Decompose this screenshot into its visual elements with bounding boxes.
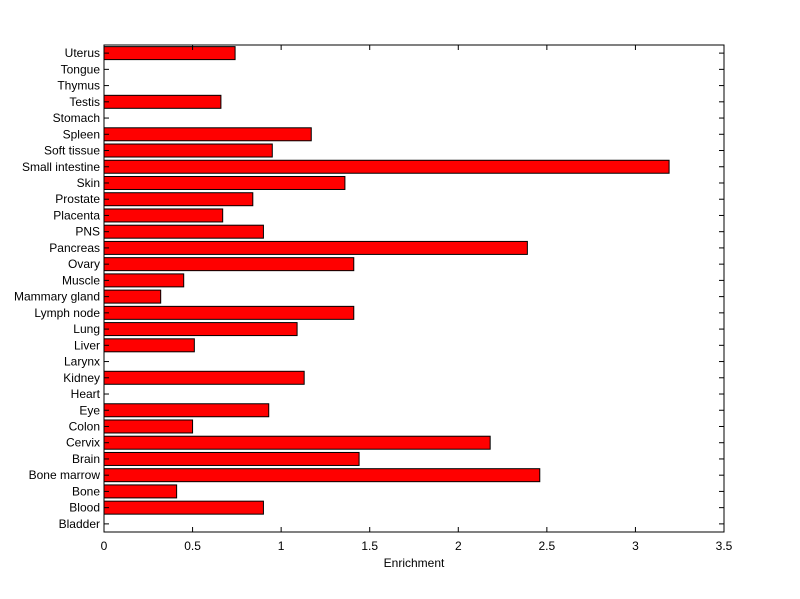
bar-colon [103,419,194,434]
x-tick-label: 1 [278,539,285,553]
category-label-small-intestine: Small intestine [22,160,100,174]
category-label-pns: PNS [75,225,100,239]
category-label-larynx: Larynx [64,355,100,369]
category-label-thymus: Thymus [57,79,100,93]
bar-lung [103,322,298,337]
ticks-layer [103,45,725,532]
category-label-testis: Testis [69,95,100,109]
category-label-colon: Colon [69,419,100,433]
category-label-muscle: Muscle [62,273,100,287]
bar-testis [103,94,222,109]
category-label-tongue: Tongue [61,62,101,76]
category-label-bone: Bone [72,484,100,498]
bar-skin [103,175,346,190]
bar-cervix [103,435,491,450]
plot-frame [103,44,725,533]
category-label-eye: Eye [79,403,100,417]
bar-brain [103,451,360,466]
x-tick-label: 2 [455,539,462,553]
x-tick-label: 0 [101,539,108,553]
category-label-pancreas: Pancreas [49,241,100,255]
bar-bone [103,484,178,499]
category-label-bone-marrow: Bone marrow [29,468,101,482]
bar-muscle [103,273,185,288]
category-label-cervix: Cervix [66,436,100,450]
bar-kidney [103,370,305,385]
bar-ovary [103,257,355,272]
bar-blood [103,500,264,515]
bar-pancreas [103,240,528,255]
x-tick-label: 3 [632,539,639,553]
x-tick-label: 1.5 [361,539,378,553]
bar-bone-marrow [103,468,541,483]
category-label-lung: Lung [73,322,100,336]
category-label-brain: Brain [72,452,100,466]
category-label-uterus: Uterus [65,46,100,60]
bar-spleen [103,127,312,142]
category-label-heart: Heart [71,387,101,401]
x-tick-label: 3.5 [716,539,733,553]
bar-placenta [103,208,224,223]
x-tick-label: 0.5 [184,539,201,553]
x-axis-title: Enrichment [384,556,445,570]
category-label-prostate: Prostate [55,192,100,206]
category-label-kidney: Kidney [63,371,100,385]
bar-liver [103,338,195,353]
category-label-bladder: Bladder [59,517,100,531]
category-label-stomach: Stomach [53,111,100,125]
bars-layer [103,46,670,515]
bar-soft-tissue [103,143,273,158]
category-label-blood: Blood [69,501,100,515]
category-label-liver: Liver [74,338,100,352]
bar-small-intestine [103,159,670,174]
category-label-ovary: Ovary [68,257,100,271]
bar-eye [103,403,270,418]
labels-layer: Bladder Blood Bone Bone marrow Brain Cervix Co… [14,46,733,553]
bar-prostate [103,192,254,207]
x-tick-label: 2.5 [539,539,556,553]
bar-uterus [103,46,236,61]
category-label-lymph-node: Lymph node [34,306,100,320]
bar-lymph-node [103,305,355,320]
category-label-mammary-gland: Mammary gland [14,290,100,304]
category-label-placenta: Placenta [53,208,100,222]
category-label-skin: Skin [77,176,100,190]
category-label-spleen: Spleen [63,127,100,141]
category-label-soft-tissue: Soft tissue [44,144,100,158]
bar-mammary-gland [103,289,162,304]
bar-pns [103,224,264,239]
